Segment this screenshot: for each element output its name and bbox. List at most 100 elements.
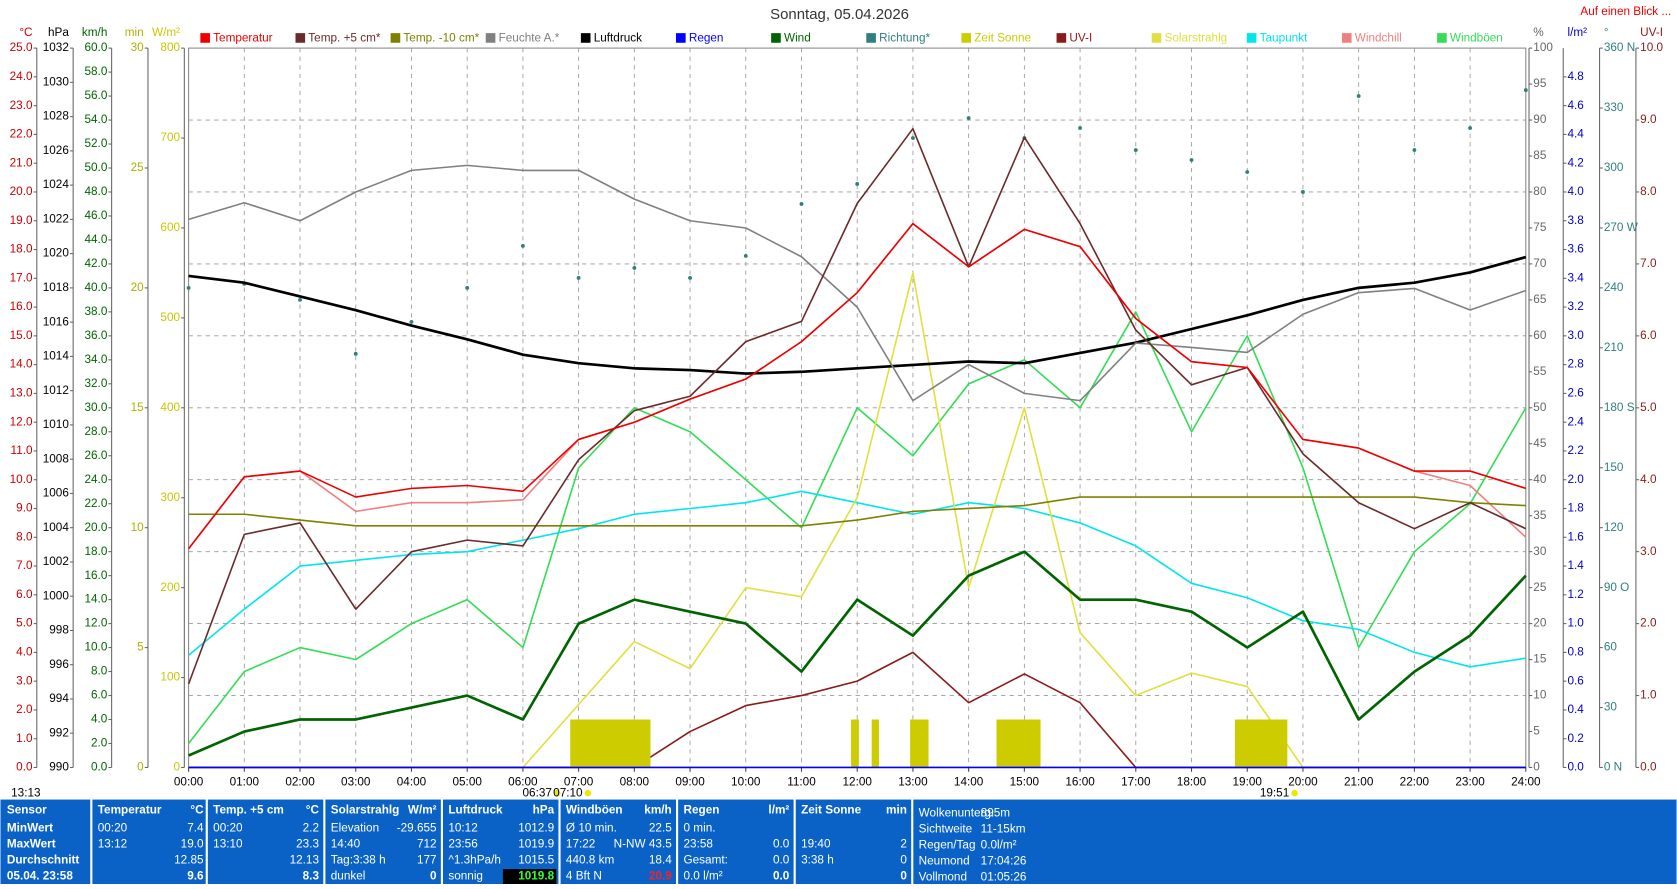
- y-tick-label: 1032: [43, 41, 69, 54]
- y-tick-label: 90 O: [1604, 581, 1629, 594]
- column-unit: °C: [190, 803, 204, 816]
- x-tick-label: 10:00: [731, 776, 761, 789]
- y-tick-label: 1018: [43, 281, 70, 294]
- direction-point: [1412, 148, 1417, 152]
- cell-label: 4 Bft N: [566, 870, 602, 883]
- column-header: Temperatur: [98, 803, 162, 816]
- sun-bar: [996, 719, 1041, 768]
- y-tick-label: 24.0: [84, 473, 107, 486]
- row-label: Durchschnitt: [7, 854, 80, 867]
- legend-swatch: [295, 33, 306, 43]
- sun-bar: [910, 719, 929, 768]
- sun-bar: [1234, 719, 1288, 768]
- cell-label: 23:58: [684, 838, 714, 851]
- sun-bar: [871, 719, 879, 768]
- y-tick-label: 1010: [43, 418, 70, 431]
- legend-label: Feuchte A.*: [499, 32, 560, 45]
- cell-value: 0.0: [773, 838, 790, 851]
- y-tick-label: 30: [1604, 701, 1618, 714]
- x-tick-label: 09:00: [675, 776, 705, 789]
- cell-label: dunkel: [331, 870, 366, 883]
- direction-point: [855, 182, 860, 186]
- info-label: Wolkenunterg.: [919, 807, 995, 820]
- cell-value: 1015.5: [518, 854, 554, 867]
- y-tick-label: 44.0: [84, 233, 107, 246]
- y-tick-label: 1026: [43, 144, 70, 157]
- link[interactable]: Auf einen Blick ...: [1580, 5, 1671, 18]
- column-header: Temp. +5 cm: [213, 803, 284, 816]
- direction-point: [576, 275, 581, 280]
- y-tick-label: 32.0: [84, 377, 107, 390]
- info-label: Sichtweite: [919, 823, 973, 836]
- legend-label: Taupunkt: [1260, 32, 1308, 45]
- sun-marker: [584, 789, 592, 797]
- direction-point: [465, 285, 470, 290]
- cell-label: 00:20: [213, 822, 243, 835]
- column-unit: min: [886, 803, 907, 816]
- column-unit: °C: [306, 803, 320, 816]
- y-tick-label: 0.8: [1568, 645, 1585, 658]
- direction-point: [1189, 158, 1194, 162]
- y-tick-label: 3.0: [16, 674, 33, 687]
- y-tick-label: 1012: [43, 384, 69, 397]
- direction-point: [520, 244, 525, 248]
- current-time: 13:13: [11, 786, 41, 799]
- y-tick-label: 6.0: [91, 689, 108, 702]
- cell-label: 3:38 h: [801, 854, 834, 867]
- legend-label: Richtung*: [879, 32, 930, 45]
- y-tick-label: 100: [1533, 41, 1553, 54]
- y-tick-label: 3.8: [1568, 214, 1585, 227]
- cell-value: 2.2: [303, 822, 319, 835]
- y-tick-label: 300: [160, 491, 180, 504]
- y-tick-label: 5: [1533, 725, 1540, 738]
- y-tick-label: 240: [1604, 281, 1624, 294]
- x-tick-label: 24:00: [1511, 776, 1541, 789]
- y-tick-label: 21.0: [10, 156, 33, 169]
- y-tick-label: 2.8: [1568, 358, 1585, 371]
- column-unit: l/m²: [768, 803, 789, 816]
- sun-time: 06:37: [523, 786, 552, 799]
- cell-value: 18.4: [649, 854, 672, 867]
- row-label: Sensor: [7, 803, 47, 816]
- cell-label: Tag:3:38 h: [331, 854, 386, 867]
- axis-unit: l/m²: [1568, 26, 1588, 39]
- y-tick-label: 1.0: [16, 732, 33, 745]
- sun-marker: [554, 789, 561, 797]
- y-tick-label: 40.0: [84, 281, 107, 294]
- y-tick-label: 25.0: [10, 41, 33, 54]
- cell-label: 23:56: [448, 838, 478, 851]
- x-tick-label: 11:00: [787, 776, 816, 789]
- y-tick-label: 10: [131, 521, 145, 534]
- y-tick-label: 18.0: [84, 545, 107, 558]
- x-tick-label: 19:00: [1233, 776, 1263, 789]
- y-tick-label: 0.0: [1640, 761, 1657, 774]
- y-tick-label: 42.0: [84, 257, 107, 270]
- series-line: [187, 311, 1527, 745]
- cell-value: 12.13: [290, 854, 320, 867]
- y-tick-label: 85: [1533, 149, 1547, 162]
- column-header: Solarstrahlg: [331, 803, 400, 816]
- series-line: [187, 127, 1527, 685]
- y-tick-label: 4.4: [1568, 128, 1585, 141]
- series-line: [188, 255, 1527, 375]
- row-label: MaxWert: [7, 838, 56, 851]
- axis-unit: hPa: [48, 26, 69, 39]
- y-tick-label: 10: [1533, 689, 1547, 702]
- cell-value: 8.3: [303, 870, 320, 883]
- y-tick-label: 45: [1533, 437, 1547, 450]
- cell-label: 440.8 km: [566, 854, 615, 867]
- legend-label: Solarstrahlg: [1165, 32, 1228, 45]
- y-tick-label: 2.0: [16, 703, 33, 716]
- y-tick-label: 0.2: [1568, 732, 1584, 745]
- y-tick-label: 34.0: [84, 353, 107, 366]
- y-tick-label: 36.0: [84, 329, 107, 342]
- direction-point: [1245, 170, 1250, 174]
- x-tick-label: 08:00: [620, 776, 650, 789]
- y-tick-label: 20: [131, 281, 145, 294]
- sun-marker: [1291, 789, 1298, 797]
- legend-swatch: [200, 33, 210, 43]
- cell-value: 22.5: [649, 822, 672, 835]
- y-tick-label: 15: [131, 401, 145, 414]
